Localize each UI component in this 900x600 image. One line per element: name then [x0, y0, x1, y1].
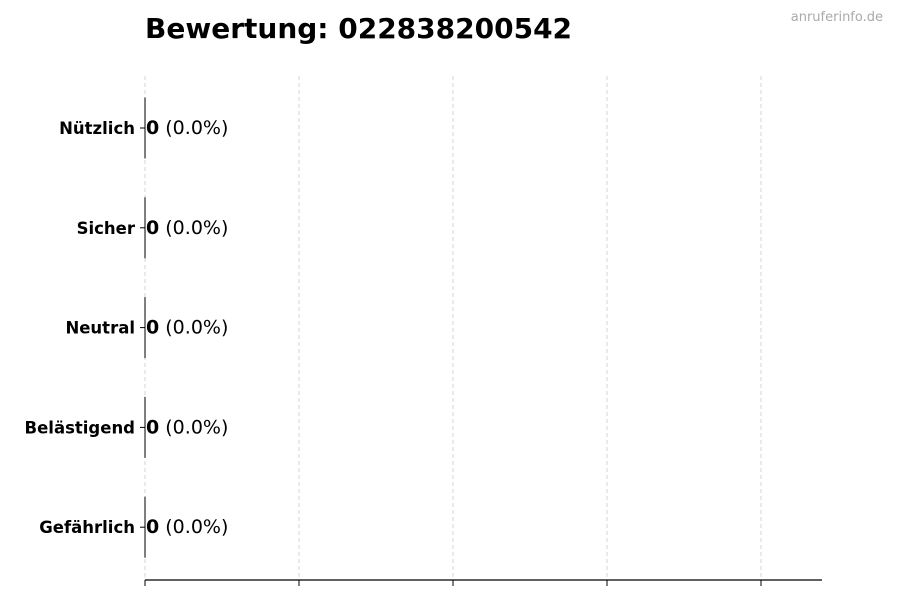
data-label-count: 0: [146, 416, 159, 438]
data-label: 0 (0.0%): [146, 416, 228, 438]
data-label-count: 0: [146, 117, 159, 139]
data-label: 0 (0.0%): [146, 217, 228, 239]
data-label-percent: (0.0%): [159, 416, 228, 438]
data-label: 0 (0.0%): [146, 117, 228, 139]
category-label: Belästigend: [25, 418, 135, 437]
category-label: Gefährlich: [39, 518, 135, 537]
data-label-count: 0: [146, 516, 159, 538]
data-label-percent: (0.0%): [159, 317, 228, 339]
data-label-count: 0: [146, 317, 159, 339]
data-label-percent: (0.0%): [159, 117, 228, 139]
category-label: Sicher: [77, 219, 136, 238]
watermark: anruferinfo.de: [790, 10, 883, 25]
data-label-count: 0: [146, 217, 159, 239]
data-label-percent: (0.0%): [159, 516, 228, 538]
data-label-percent: (0.0%): [159, 217, 228, 239]
category-label: Neutral: [65, 319, 135, 338]
category-label: Nützlich: [59, 119, 135, 138]
chart-title: Bewertung: 022838200542: [145, 12, 573, 45]
data-label: 0 (0.0%): [146, 317, 228, 339]
data-label: 0 (0.0%): [146, 516, 228, 538]
